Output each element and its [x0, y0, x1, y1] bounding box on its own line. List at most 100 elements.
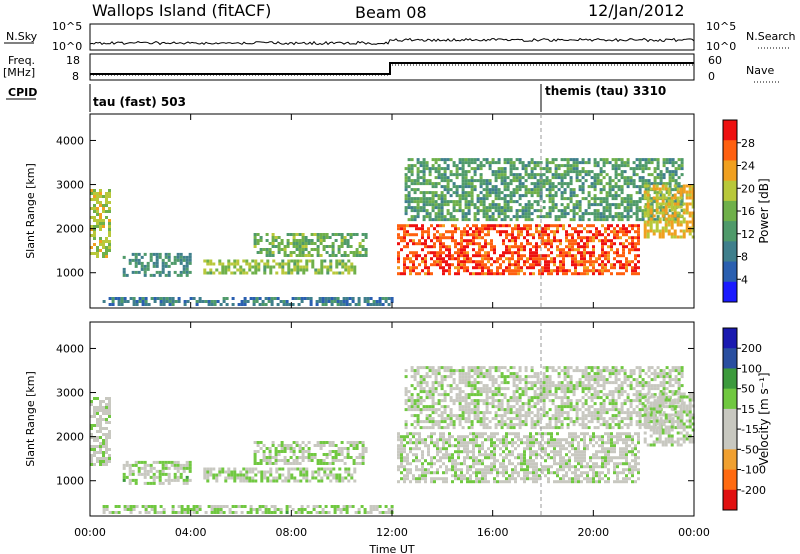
echo-cell — [503, 212, 507, 216]
echo-cell — [467, 408, 471, 412]
echo-cell — [497, 402, 501, 406]
echo-cell — [281, 479, 285, 483]
echo-cell — [449, 218, 453, 222]
echo-cell — [553, 260, 556, 264]
echo-cell — [310, 242, 314, 245]
echo-cell — [668, 182, 672, 186]
echo-cell — [622, 227, 625, 231]
echo-cell — [644, 164, 648, 168]
echo-cell — [436, 453, 439, 457]
echo-cell — [424, 239, 427, 243]
echo-cell — [378, 300, 382, 303]
echo-cell — [583, 260, 586, 264]
echo-cell — [369, 303, 373, 306]
echo-cell — [551, 203, 555, 207]
echo-cell — [557, 173, 561, 177]
echo-cell — [494, 209, 498, 213]
echo-cell — [188, 261, 192, 265]
echo-cell — [464, 411, 468, 415]
echo-cell — [674, 173, 678, 177]
echo-cell — [442, 477, 445, 481]
echo-cell — [102, 219, 105, 222]
echo-cell — [578, 161, 582, 165]
echo-cell — [445, 456, 448, 460]
echo-cell — [298, 251, 302, 254]
echo-cell — [478, 266, 481, 270]
echo-cell — [439, 233, 442, 237]
echo-cell — [511, 269, 514, 273]
echo-cell — [463, 435, 466, 439]
echo-cell — [638, 200, 642, 204]
echo-cell — [557, 164, 561, 168]
echo-cell — [301, 450, 305, 453]
echo-cell — [406, 257, 409, 261]
echo-cell — [671, 212, 675, 216]
echo-cell — [424, 477, 427, 481]
echo-cell — [511, 263, 514, 267]
echo-cell — [440, 399, 444, 403]
echo-cell — [431, 381, 435, 385]
echo-cell — [455, 200, 459, 204]
echo-cell — [454, 266, 457, 270]
echo-cell — [598, 465, 601, 469]
echo-cell — [467, 185, 471, 189]
echo-cell — [482, 164, 486, 168]
echo-cell — [461, 209, 465, 213]
echo-cell — [659, 179, 663, 183]
echo-cell — [463, 230, 466, 234]
echo-cell — [583, 456, 586, 460]
echo-cell — [488, 218, 492, 222]
echo-cell — [99, 445, 102, 448]
echo-cell — [281, 259, 285, 263]
echo-cell — [479, 164, 483, 168]
echo-cell — [458, 393, 462, 397]
echo-cell — [424, 257, 427, 261]
echo-cell — [407, 390, 411, 394]
echo-cell — [233, 262, 237, 266]
echo-cell — [688, 187, 692, 191]
echo-cell — [421, 453, 424, 457]
echo-cell — [320, 476, 324, 480]
echo-cell — [542, 173, 546, 177]
echo-cell — [248, 476, 252, 480]
echo-cell — [328, 462, 332, 465]
echo-cell — [634, 456, 637, 460]
echo-cell — [442, 224, 445, 228]
echo-cell — [313, 453, 317, 456]
echo-cell — [434, 375, 438, 379]
echo-cell — [416, 212, 420, 216]
echo-cell — [518, 161, 522, 165]
echo-cell — [500, 212, 504, 216]
echo-cell — [475, 242, 478, 246]
echo-cell — [96, 460, 99, 463]
echo-cell — [536, 200, 540, 204]
echo-cell — [470, 402, 474, 406]
echo-cell — [340, 441, 344, 444]
echo-cell — [348, 297, 352, 300]
echo-cell — [662, 161, 666, 165]
echo-cell — [188, 478, 192, 482]
echo-cell — [517, 444, 520, 448]
echo-cell — [445, 254, 448, 258]
echo-cell — [329, 262, 333, 266]
echo-cell — [556, 444, 559, 448]
echo-cell — [661, 211, 665, 215]
echo-cell — [476, 372, 480, 376]
echo-cell — [460, 477, 463, 481]
echo-cell — [532, 435, 535, 439]
echo-cell — [410, 158, 414, 162]
echo-cell — [188, 469, 192, 473]
echo-cell — [413, 179, 417, 183]
echo-cell — [422, 158, 426, 162]
echo-cell — [496, 480, 499, 484]
echo-cell — [416, 408, 420, 412]
echo-cell — [424, 444, 427, 448]
echo-cell — [407, 405, 411, 409]
echo-cell — [488, 167, 492, 171]
echo-cell — [482, 206, 486, 210]
echo-cell — [419, 426, 423, 430]
echo-cell — [433, 480, 436, 484]
echo-cell — [559, 263, 562, 267]
echo-cell — [479, 173, 483, 177]
echo-cell — [500, 405, 504, 409]
